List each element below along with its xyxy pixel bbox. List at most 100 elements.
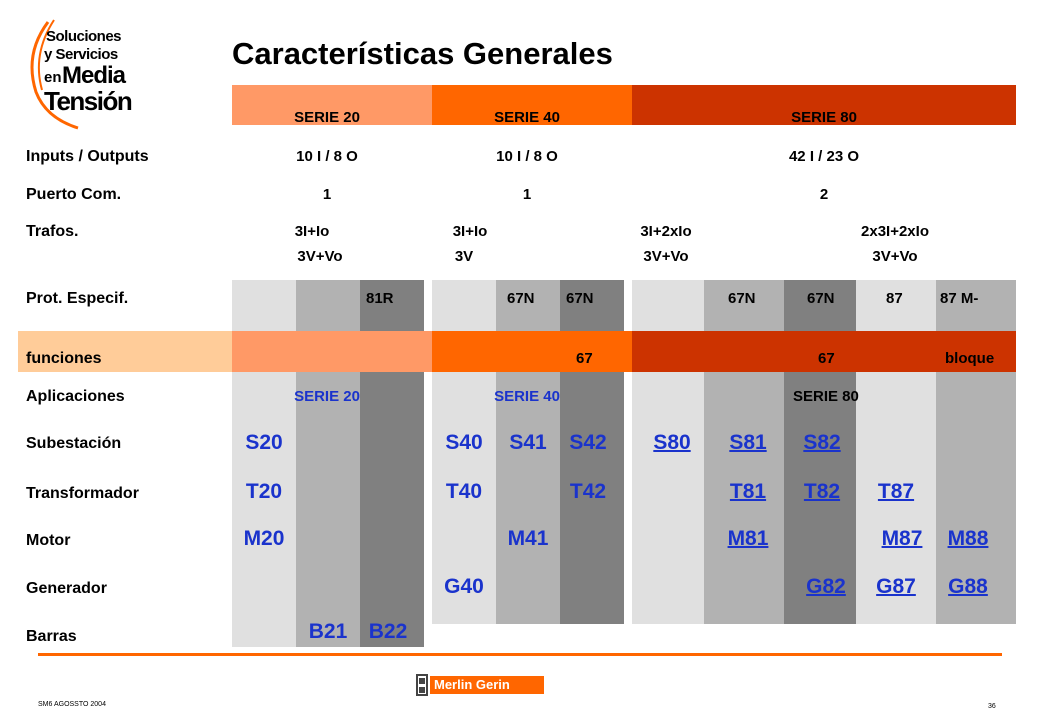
link-m87[interactable]: M87: [881, 527, 923, 550]
func-s88: bloque: [945, 350, 995, 367]
link-g82[interactable]: G82: [806, 575, 846, 598]
trafos-s20-line2: 3V+Vo: [297, 248, 343, 265]
com-serie-20: 1: [322, 186, 332, 203]
com-serie-40: 1: [522, 186, 532, 203]
apps-serie-80: SERIE 80: [793, 388, 859, 405]
app-col-11: [936, 372, 1016, 624]
brand-logo: Merlin Gerin: [416, 674, 544, 696]
logo-line-2: y Servicios: [44, 46, 118, 63]
prot-s88: 87 M-: [940, 290, 979, 307]
code-b21: B21: [308, 620, 348, 643]
header-serie-80: SERIE 80: [791, 109, 857, 126]
prot-col-5: [496, 280, 560, 331]
app-col-7: [632, 372, 704, 624]
io-serie-40: 10 I / 8 O: [496, 148, 558, 165]
logo-line-4: Tensión: [44, 86, 133, 116]
com-serie-80: 2: [819, 186, 829, 203]
prot-s42: 67N: [566, 290, 594, 307]
apps-serie-40: SERIE 40: [494, 388, 560, 405]
page-title: Características Generales: [232, 36, 613, 71]
app-col-1: [232, 372, 296, 647]
brand-bar: [430, 676, 544, 694]
trafos-s80-a-line2: 3V+Vo: [643, 248, 689, 265]
row-label-funciones: funciones: [26, 350, 102, 367]
code-b22: B22: [368, 620, 408, 643]
code-s41: S41: [509, 431, 547, 454]
brand-name: Merlin Gerin: [434, 677, 510, 692]
app-col-10: [856, 372, 936, 624]
trafos-s40-line1: 3I+Io: [452, 223, 488, 240]
prot-col-3: [360, 280, 424, 331]
logo-line-3a: en: [44, 69, 62, 86]
row-label-aplicaciones: Aplicaciones: [26, 388, 125, 405]
row-label-trafos: Trafos.: [26, 223, 79, 240]
prot-col-4: [432, 280, 496, 331]
funciones-band-s20: [232, 331, 432, 372]
link-t81[interactable]: T81: [729, 480, 767, 503]
link-t87[interactable]: T87: [877, 480, 915, 503]
funciones-band-label: [18, 331, 232, 372]
link-s82[interactable]: S82: [803, 431, 841, 454]
row-label-inputs-outputs: Inputs / Outputs: [26, 148, 149, 165]
logo: Soluciones y Servicios en Media Tensión: [18, 14, 148, 134]
app-col-5: [496, 372, 560, 624]
apps-serie-20: SERIE 20: [294, 388, 360, 405]
app-col-8: [704, 372, 784, 624]
code-s40: S40: [445, 431, 483, 454]
row-label-subestacion: Subestación: [26, 435, 122, 452]
series-40-header-band: [432, 85, 632, 125]
header-serie-40: SERIE 40: [494, 109, 560, 126]
code-t20: T20: [245, 480, 283, 503]
link-s81[interactable]: S81: [729, 431, 767, 454]
func-s42: 67: [576, 350, 593, 367]
app-col-6: [560, 372, 624, 624]
funciones-band-s40: [432, 331, 632, 372]
row-label-motor: Motor: [26, 532, 71, 549]
prot-col-9: [784, 280, 856, 331]
row-label-generador: Generador: [26, 580, 107, 597]
header-serie-20: SERIE 20: [294, 109, 360, 126]
code-s20: S20: [245, 431, 283, 454]
io-serie-80: 42 I / 23 O: [788, 148, 860, 165]
series-20-header-band: [232, 85, 432, 125]
prot-col-1: [232, 280, 296, 331]
row-label-puerto-com: Puerto Com.: [26, 186, 122, 203]
prot-col-11: [936, 280, 1016, 331]
funciones-band-s80: [632, 331, 1016, 372]
trafos-s80-b-line2: 3V+Vo: [872, 248, 918, 265]
logo-line-1: Soluciones: [46, 28, 122, 45]
page-number: 36: [988, 703, 996, 710]
code-t40: T40: [445, 480, 483, 503]
row-label-barras: Barras: [26, 628, 77, 645]
series-80-header-band: [632, 85, 1016, 125]
prot-s22: 81R: [366, 290, 394, 307]
trafos-s80-b-line1: 2x3I+2xIo: [861, 223, 929, 240]
prot-col-2: [296, 280, 360, 331]
prot-s82: 67N: [807, 290, 835, 307]
footer-date: SM6 AGOSSTO 2004: [38, 701, 106, 708]
code-m41: M41: [507, 527, 549, 550]
prot-col-6: [560, 280, 624, 331]
link-g87[interactable]: G87: [876, 575, 916, 598]
app-col-4: [432, 372, 496, 624]
link-m88[interactable]: M88: [947, 527, 989, 550]
prot-col-7: [632, 280, 704, 331]
prot-s81: 67N: [728, 290, 756, 307]
row-label-transformador: Transformador: [26, 485, 139, 502]
link-g88[interactable]: G88: [948, 575, 988, 598]
link-m81[interactable]: M81: [727, 527, 769, 550]
code-t42: T42: [569, 480, 607, 503]
trafos-s20-line1: 3I+Io: [294, 223, 330, 240]
logo-swoosh-icon: [30, 19, 79, 130]
trafos-s80-a-line1: 3I+2xIo: [640, 223, 692, 240]
app-col-9: [784, 372, 856, 624]
logo-line-3b: Media: [62, 62, 126, 89]
app-col-2: [296, 372, 360, 647]
row-label-prot-especif: Prot. Especif.: [26, 290, 129, 307]
link-t82[interactable]: T82: [803, 480, 841, 503]
link-s80[interactable]: S80: [653, 431, 691, 454]
trafos-s40-line2: 3V: [454, 248, 474, 265]
code-s42: S42: [569, 431, 607, 454]
prot-s87: 87: [886, 290, 903, 307]
prot-col-8: [704, 280, 784, 331]
